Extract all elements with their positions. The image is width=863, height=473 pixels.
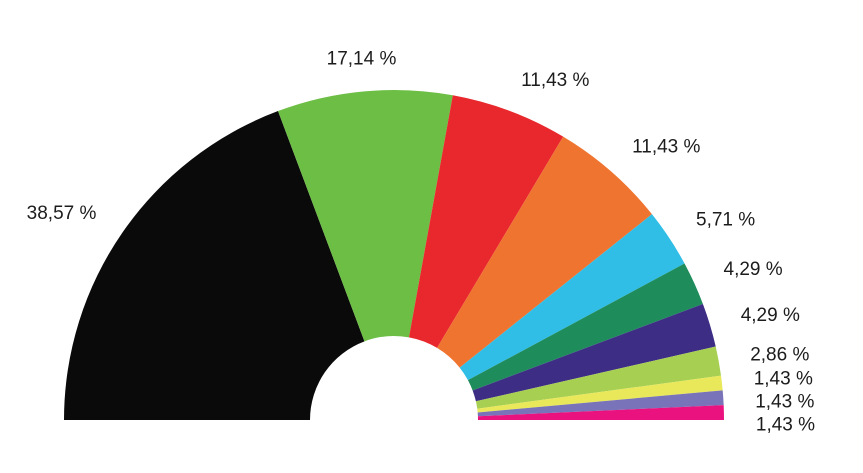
pie-slice-2 (408, 95, 564, 348)
pie-slice-7 (475, 346, 722, 409)
slice-label-10: 1,43 % (756, 414, 815, 435)
pie-slice-0 (64, 111, 365, 420)
pie-slice-5 (467, 263, 703, 391)
pie-slice-6 (472, 303, 716, 402)
slice-label-0: 38,57 % (27, 203, 97, 224)
slice-label-6: 4,29 % (741, 305, 800, 326)
slice-label-9: 1,43 % (755, 391, 814, 412)
pie-slice-10 (477, 405, 724, 420)
slice-label-5: 4,29 % (724, 259, 783, 280)
slice-label-2: 11,43 % (521, 70, 589, 91)
slice-label-7: 2,86 % (750, 344, 809, 365)
slice-label-4: 5,71 % (696, 210, 755, 231)
slice-label-8: 1,43 % (754, 368, 813, 389)
slice-label-1: 17,14 % (327, 49, 397, 70)
slice-label-3: 11,43 % (632, 136, 700, 157)
pie-slice-4 (459, 214, 685, 381)
pie-slice-3 (437, 136, 652, 368)
pie-slice-9 (477, 390, 724, 417)
pie-slice-8 (477, 375, 723, 413)
pie-slice-1 (278, 90, 453, 342)
